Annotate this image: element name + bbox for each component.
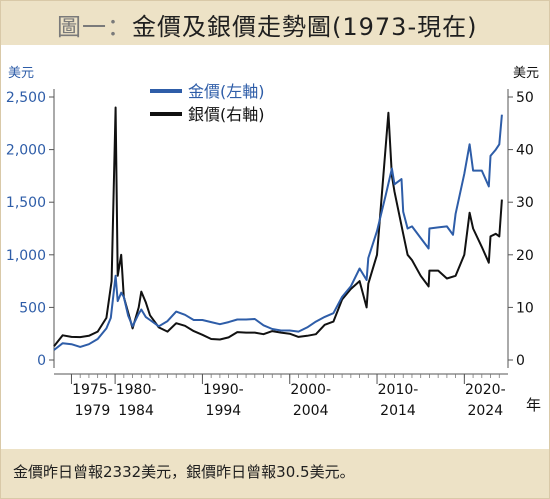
- x-tick-label-bottom: 1984: [118, 403, 154, 419]
- x-tick-label-bottom: 1994: [206, 403, 242, 419]
- right-tick-label: 50: [516, 90, 534, 106]
- right-tick-label: 20: [516, 248, 534, 264]
- x-tick-label-top: 1975-: [72, 382, 113, 398]
- x-tick-label-bottom: 2014: [380, 403, 416, 419]
- left-axis-unit: 美元: [8, 66, 34, 81]
- left-tick-label: 500: [19, 300, 46, 316]
- right-tick-label: 40: [516, 143, 534, 159]
- x-tick-label-top: 2020-: [465, 382, 506, 398]
- chart-title: 圖一：金價及銀價走勢圖(1973-現在): [57, 7, 477, 42]
- title-separator: ：: [107, 13, 132, 41]
- series-line-gold: [53, 114, 503, 351]
- x-tick-label-bottom: 2024: [467, 403, 503, 419]
- x-axis-unit: 年: [526, 396, 541, 414]
- left-tick-label: 1,500: [6, 195, 46, 211]
- right-tick-label: 30: [516, 195, 534, 211]
- title-text: 金價及銀價走勢圖(1973-現在): [132, 13, 478, 41]
- left-tick-label: 2,000: [6, 143, 46, 159]
- footer: 金價昨日曾報2332美元，銀價昨日曾報30.5美元。: [1, 449, 549, 498]
- x-tick-label-top: 2000-: [290, 382, 331, 398]
- series-line-silver: [53, 106, 503, 347]
- left-tick-label: 1,000: [6, 248, 46, 264]
- x-tick-label-top: 1980-: [116, 382, 157, 398]
- x-tick-label-bottom: 1979: [75, 403, 111, 419]
- x-tick-label-bottom: 2004: [293, 403, 329, 419]
- chart-legend: 金價(左軸) 銀價(右軸): [150, 82, 265, 124]
- chart-axes: 美元 美元 0 500 1,000 1,500 2,000 2,500 0 10 20 30 40 50 1…: [6, 66, 541, 419]
- legend-label: 銀價(右軸): [188, 105, 265, 124]
- x-tick-label-top: 2010-: [378, 382, 419, 398]
- footer-note: 金價昨日曾報2332美元，銀價昨日曾報30.5美元。: [13, 463, 355, 481]
- chart-lines: [53, 106, 503, 351]
- title-bar: 圖一：金價及銀價走勢圖(1973-現在): [1, 1, 549, 45]
- right-tick-label: 0: [516, 353, 525, 369]
- left-tick-label: 0: [37, 353, 46, 369]
- title-prefix: 圖一: [57, 13, 107, 41]
- x-tick-label-top: 1990-: [203, 382, 244, 398]
- right-tick-label: 10: [516, 300, 534, 316]
- legend-label: 金價(左軸): [188, 82, 265, 101]
- left-tick-label: 2,500: [6, 90, 46, 106]
- right-axis-unit: 美元: [513, 66, 539, 81]
- price-chart: 美元 美元 0 500 1,000 1,500 2,000 2,500 0 10 20 30 40 50 1…: [6, 66, 541, 419]
